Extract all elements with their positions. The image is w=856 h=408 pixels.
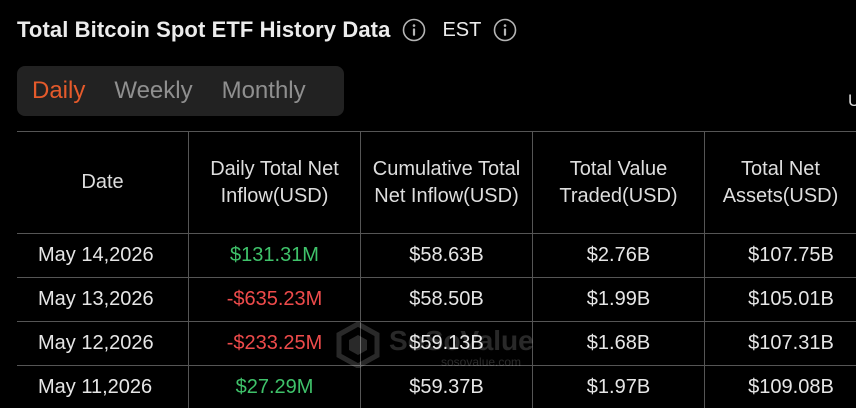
date-cell: May 13,2026 xyxy=(17,278,189,321)
net-assets-cell: $107.31B xyxy=(748,332,834,354)
cutoff-text: U xyxy=(848,91,856,110)
table-row: May 12,2026 -$233.25M $59.13B $1.68B $10… xyxy=(17,322,856,366)
daily-inflow-cell: $131.31M xyxy=(189,234,361,277)
column-header-cumulative-inflow[interactable]: Cumulative Total Net Inflow(USD) xyxy=(361,132,533,233)
header: Total Bitcoin Spot ETF History Data EST xyxy=(17,14,517,46)
table-row: May 14,2026 $131.31M $58.63B $2.76B $107… xyxy=(17,234,856,278)
value-traded-cell: $1.97B xyxy=(533,366,705,408)
column-header-net-assets[interactable]: Total Net Assets(USD) xyxy=(722,157,839,207)
date-cell: May 11,2026 xyxy=(17,366,189,408)
net-assets-cell: $105.01B xyxy=(748,288,834,310)
net-assets-cell: $109.08B xyxy=(748,376,834,398)
tab-monthly[interactable]: Monthly xyxy=(221,77,306,104)
period-tabs: Daily Weekly Monthly xyxy=(17,66,344,116)
column-header-date[interactable]: Date xyxy=(17,132,189,233)
info-icon[interactable] xyxy=(402,18,426,42)
tab-daily[interactable]: Daily xyxy=(32,77,86,104)
date-cell: May 12,2026 xyxy=(17,322,189,365)
tab-weekly[interactable]: Weekly xyxy=(114,77,193,104)
column-header-value-traded[interactable]: Total Value Traded(USD) xyxy=(533,132,705,233)
value-traded-cell: $1.99B xyxy=(533,278,705,321)
value-traded-cell: $2.76B xyxy=(533,234,705,277)
table-row: May 13,2026 -$635.23M $58.50B $1.99B $10… xyxy=(17,278,856,322)
cumulative-inflow-cell: $58.50B xyxy=(361,278,533,321)
info-icon[interactable] xyxy=(493,18,517,42)
timezone-label: EST xyxy=(442,18,482,41)
value-traded-cell: $1.68B xyxy=(533,322,705,365)
history-table: Date Daily Total Net Inflow(USD) Cumulat… xyxy=(17,131,856,408)
cumulative-inflow-cell: $59.37B xyxy=(361,366,533,408)
daily-inflow-cell: $27.29M xyxy=(189,366,361,408)
cumulative-inflow-cell: $59.13B xyxy=(361,322,533,365)
cumulative-inflow-cell: $58.63B xyxy=(361,234,533,277)
page-title: Total Bitcoin Spot ETF History Data xyxy=(17,17,391,42)
daily-inflow-cell: -$635.23M xyxy=(189,278,361,321)
column-header-daily-inflow[interactable]: Daily Total Net Inflow(USD) xyxy=(189,132,361,233)
table-header: Date Daily Total Net Inflow(USD) Cumulat… xyxy=(17,132,856,234)
daily-inflow-cell: -$233.25M xyxy=(189,322,361,365)
date-cell: May 14,2026 xyxy=(17,234,189,277)
table-row: May 11,2026 $27.29M $59.37B $1.97B $109.… xyxy=(17,366,856,408)
net-assets-cell: $107.75B xyxy=(748,244,834,266)
